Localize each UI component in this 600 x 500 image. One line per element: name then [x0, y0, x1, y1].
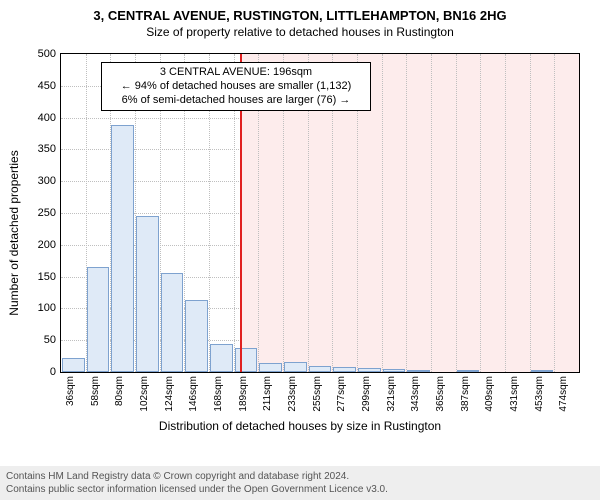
footer-line-2: Contains public sector information licen…	[6, 483, 594, 496]
histogram-bar	[457, 370, 480, 372]
histogram-bar	[62, 358, 85, 372]
x-tick-label: 343sqm	[410, 376, 421, 412]
x-tick-label: 124sqm	[164, 376, 175, 412]
histogram-bar	[235, 348, 258, 372]
histogram-bar	[136, 216, 159, 372]
y-tick-label: 50	[44, 334, 61, 346]
y-tick-label: 400	[38, 112, 61, 124]
histogram-bar	[407, 370, 430, 372]
x-tick-label: 365sqm	[435, 376, 446, 412]
gridline-v	[382, 54, 383, 372]
x-axis-label: Distribution of detached houses by size …	[0, 419, 600, 433]
gridline-v	[505, 54, 506, 372]
y-tick-label: 450	[38, 80, 61, 92]
callout-line1: 3 CENTRAL AVENUE: 196sqm	[108, 66, 364, 80]
x-tick-label: 36sqm	[65, 376, 76, 406]
y-tick-label: 250	[38, 207, 61, 219]
x-tick-label: 168sqm	[213, 376, 224, 412]
y-tick-label: 300	[38, 175, 61, 187]
gridline-v	[406, 54, 407, 372]
gridline-v	[431, 54, 432, 372]
histogram-bar	[87, 267, 110, 372]
x-tick-label: 255sqm	[312, 376, 323, 412]
x-tick-label: 299sqm	[361, 376, 372, 412]
plot-area: 05010015020025030035040045050036sqm58sqm…	[60, 53, 580, 373]
footer-line-1: Contains HM Land Registry data © Crown c…	[6, 470, 594, 483]
x-tick-label: 321sqm	[386, 376, 397, 412]
histogram-bar	[111, 125, 134, 372]
y-tick-label: 200	[38, 239, 61, 251]
histogram-bar	[259, 363, 282, 372]
chart-container: Number of detached properties 0501001502…	[0, 43, 600, 423]
x-tick-label: 211sqm	[262, 376, 273, 411]
y-tick-label: 350	[38, 143, 61, 155]
histogram-bar	[309, 366, 332, 372]
histogram-bar	[333, 367, 356, 372]
gridline-v	[480, 54, 481, 372]
x-tick-label: 146sqm	[188, 376, 199, 412]
reference-callout: 3 CENTRAL AVENUE: 196sqm← 94% of detache…	[101, 62, 371, 111]
x-tick-label: 453sqm	[534, 376, 545, 412]
y-tick-label: 150	[38, 271, 61, 283]
callout-line2: ← 94% of detached houses are smaller (1,…	[108, 80, 364, 94]
gridline-v	[554, 54, 555, 372]
x-tick-label: 80sqm	[114, 376, 125, 406]
histogram-bar	[161, 273, 184, 372]
histogram-bar	[185, 300, 208, 372]
gridline-v	[530, 54, 531, 372]
x-tick-label: 277sqm	[336, 376, 347, 412]
page-title: 3, CENTRAL AVENUE, RUSTINGTON, LITTLEHAM…	[0, 0, 600, 23]
x-tick-label: 58sqm	[90, 376, 101, 406]
histogram-bar	[531, 370, 554, 372]
x-tick-label: 102sqm	[139, 376, 150, 412]
x-tick-label: 387sqm	[460, 376, 471, 412]
x-tick-label: 431sqm	[509, 376, 520, 412]
histogram-bar	[383, 369, 406, 372]
chart-subtitle: Size of property relative to detached ho…	[0, 23, 600, 43]
x-tick-label: 474sqm	[558, 376, 569, 412]
x-tick-label: 409sqm	[484, 376, 495, 412]
y-axis-label: Number of detached properties	[7, 150, 21, 315]
histogram-bar	[210, 344, 233, 372]
callout-line3: 6% of semi-detached houses are larger (7…	[108, 94, 364, 108]
histogram-bar	[284, 362, 307, 372]
histogram-bar	[358, 368, 381, 372]
x-tick-label: 189sqm	[238, 376, 249, 412]
x-tick-label: 233sqm	[287, 376, 298, 412]
y-tick-label: 0	[50, 366, 61, 378]
gridline-v	[456, 54, 457, 372]
y-tick-label: 100	[38, 302, 61, 314]
y-tick-label: 500	[38, 48, 61, 60]
attribution-footer: Contains HM Land Registry data © Crown c…	[0, 466, 600, 500]
